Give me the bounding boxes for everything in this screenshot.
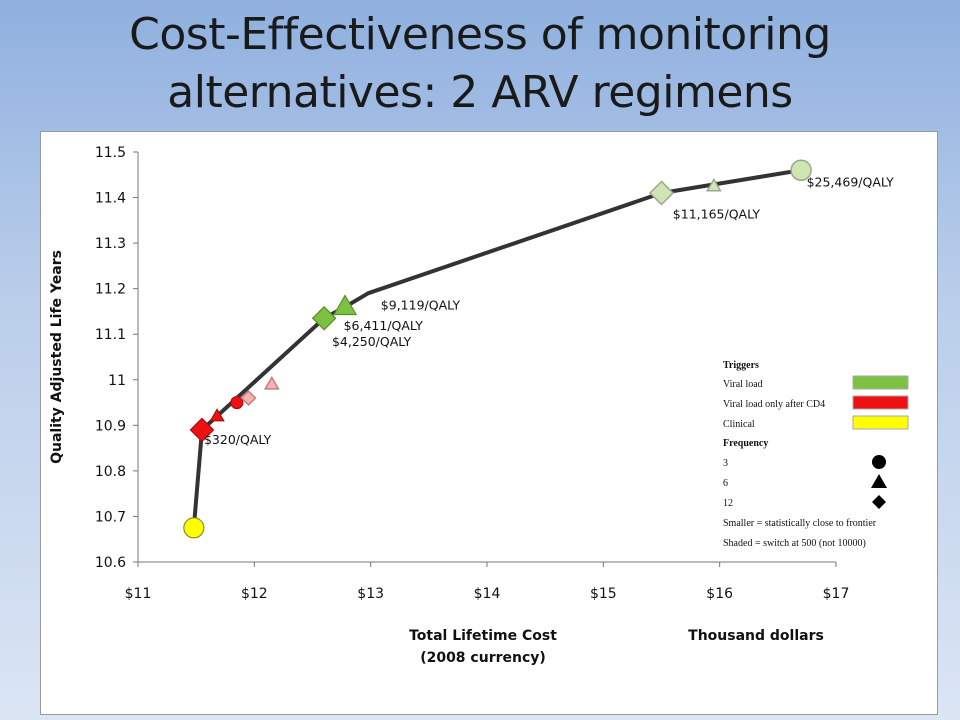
- data-point-triangle: [209, 408, 225, 422]
- data-point-diamond: [648, 180, 675, 206]
- y-tick-label: 11.2: [95, 282, 126, 298]
- legend-note-size: Smaller = statistically close to frontie…: [723, 518, 877, 529]
- legend-note-shaded: Shaded = switch at 500 (not 10000): [723, 538, 866, 549]
- icer-annotation: $11,165/QALY: [673, 207, 761, 222]
- y-tick-label: 11.3: [95, 236, 126, 252]
- legend-trigger-swatch: [852, 375, 909, 390]
- data-point-circle: [230, 395, 244, 410]
- efficiency-frontier-line: [191, 168, 802, 528]
- data-point-triangle: [705, 177, 722, 192]
- icer-annotation: $6,411/QALY: [344, 318, 424, 333]
- y-tick-label: 11.1: [95, 327, 126, 343]
- data-point-triangle: [263, 375, 280, 390]
- legend-triangle-marker: [871, 474, 887, 488]
- y-tick-label: 10.8: [95, 464, 126, 480]
- y-tick-label: 11.4: [95, 191, 126, 207]
- legend-trigger-label: Viral load only after CD4: [723, 399, 825, 410]
- legend-frequency-title: Frequency: [723, 438, 768, 449]
- x-tick-label: $15: [590, 586, 617, 602]
- x-axis-title-line1: Total Lifetime Cost: [409, 628, 557, 644]
- x-tick-label: $13: [357, 586, 384, 602]
- x-tick-label: $17: [823, 586, 850, 602]
- legend-frequency-label: 6: [723, 478, 728, 489]
- data-point-diamond: [311, 305, 337, 331]
- slide-title-line2: alternatives: 2 ARV regimens: [167, 67, 793, 118]
- legend-diamond-marker: [872, 495, 886, 509]
- legend-trigger-swatch: [852, 395, 909, 410]
- x-tick-label: $12: [241, 586, 268, 602]
- slide-title-line1: Cost-Effectiveness of monitoring: [129, 9, 831, 60]
- data-point-circle: [183, 517, 205, 539]
- legend-frequency-label: 3: [723, 458, 728, 469]
- x-tick-label: $16: [706, 586, 733, 602]
- legend-trigger-label: Clinical: [723, 419, 755, 430]
- icer-annotation: $9,119/QALY: [381, 298, 461, 313]
- data-point-diamond: [189, 417, 215, 443]
- icer-annotation: $320/QALY: [204, 432, 272, 447]
- legend-circle-marker: [872, 455, 886, 469]
- x-tick-label: $14: [474, 586, 501, 602]
- data-point-circle: [790, 159, 812, 181]
- slide-title: Cost-Effectiveness of monitoring alterna…: [0, 6, 960, 122]
- legend-triggers-title: Triggers: [723, 360, 759, 371]
- legend-trigger-swatch: [852, 415, 909, 430]
- chart-panel: 10.6 10.7 10.8 10.9 11 11.1 11.2 11.3 11.4 11.5 $1…: [40, 131, 938, 715]
- icer-annotation: $25,469/QALY: [807, 175, 895, 190]
- y-tick-label: 10.9: [95, 418, 126, 434]
- y-tick-label: 10.7: [95, 509, 126, 525]
- x-tick-label: $11: [125, 586, 152, 602]
- x-axis-unit-label: Thousand dollars: [688, 628, 824, 644]
- icer-annotation: $4,250/QALY: [332, 334, 412, 349]
- x-axis-title-line2: (2008 currency): [420, 650, 546, 666]
- y-tick-label: 11: [108, 373, 126, 389]
- data-point-diamond: [240, 390, 257, 406]
- cost-effectiveness-chart: 10.6 10.7 10.8 10.9 11 11.1 11.2 11.3 11.4 11.5 $1…: [49, 145, 909, 666]
- y-tick-label: 11.5: [95, 145, 126, 161]
- y-axis-title: Quality Adjusted Life Years: [49, 250, 65, 464]
- data-point-triangle: [333, 294, 358, 316]
- y-tick-label: 10.6: [95, 555, 126, 571]
- legend-trigger-label: Viral load: [723, 379, 763, 390]
- legend-frequency-label: 12: [723, 498, 733, 509]
